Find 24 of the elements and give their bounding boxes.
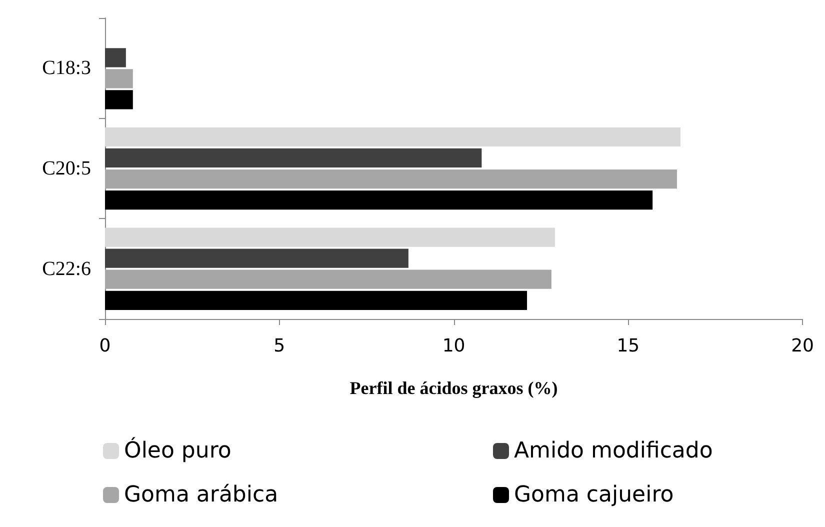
bar (105, 69, 133, 88)
legend-label: Óleo puro (124, 436, 232, 464)
y-tick-label: C22:6 (42, 258, 91, 280)
bar (105, 48, 126, 68)
legend-label: Goma cajueiro (514, 482, 674, 508)
x-tick-label: 20 (791, 336, 814, 356)
x-tick-label: 10 (442, 336, 466, 356)
bar (105, 248, 408, 268)
bar (105, 90, 133, 110)
y-tick-label: C20:5 (42, 158, 91, 180)
bar (105, 190, 653, 210)
x-axis-title: Perfil de ácidos graxos (%) (350, 378, 558, 398)
x-tick-label: 15 (616, 336, 640, 356)
bar (105, 127, 680, 146)
y-tick-label: C18:3 (42, 57, 91, 80)
bar (105, 290, 528, 310)
bar (105, 169, 677, 189)
x-tick-label: 0 (99, 336, 111, 356)
x-tick-label: 5 (274, 336, 286, 356)
legend-label: Amido modificado (514, 438, 713, 464)
bar (105, 228, 555, 247)
legend-label: Goma arábica (124, 482, 278, 508)
bar (105, 148, 482, 168)
bar (105, 270, 552, 289)
